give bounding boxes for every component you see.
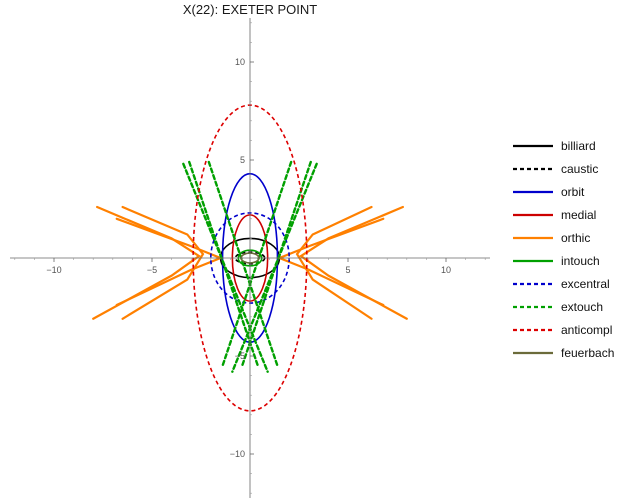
- legend-label-medial: medial: [561, 208, 596, 222]
- y-tick-label: −5: [235, 351, 245, 361]
- legend-label-excentral: excentral: [561, 277, 610, 291]
- legend-label-billiard: billiard: [561, 139, 596, 153]
- series-orthic-branch: [92, 205, 201, 320]
- legend-label-anticompl: anticompl: [561, 323, 612, 337]
- x-tick-label: −5: [147, 265, 157, 275]
- axes: [10, 18, 490, 498]
- legend-label-feuerbach: feuerbach: [561, 346, 614, 360]
- legend-label-caustic: caustic: [561, 162, 598, 176]
- chart-title: X(22): EXETER POINT: [183, 2, 317, 17]
- legend-label-orbit: orbit: [561, 185, 585, 199]
- legend-label-extouch: extouch: [561, 300, 603, 314]
- x-tick-label: 10: [441, 265, 451, 275]
- series-extouch-line: [221, 160, 293, 367]
- legend: billiard caustic orbit medial orthic intouch e…: [513, 139, 614, 360]
- series-orthic-branch: [299, 205, 408, 320]
- x-tick-label: −10: [46, 265, 61, 275]
- series-extouch-line: [207, 160, 279, 367]
- axis-ticks: −10 −5 5 10 10 5 −5 −10: [14, 22, 486, 494]
- y-tick-label: 5: [240, 155, 245, 165]
- y-tick-label: 10: [235, 57, 245, 67]
- legend-label-intouch: intouch: [561, 254, 600, 268]
- series-orthic-branch: [295, 205, 373, 320]
- legend-label-orthic: orthic: [561, 231, 590, 245]
- x-tick-label: 5: [345, 265, 350, 275]
- y-tick-label: −10: [230, 449, 245, 459]
- series-orthic-branch: [121, 205, 205, 320]
